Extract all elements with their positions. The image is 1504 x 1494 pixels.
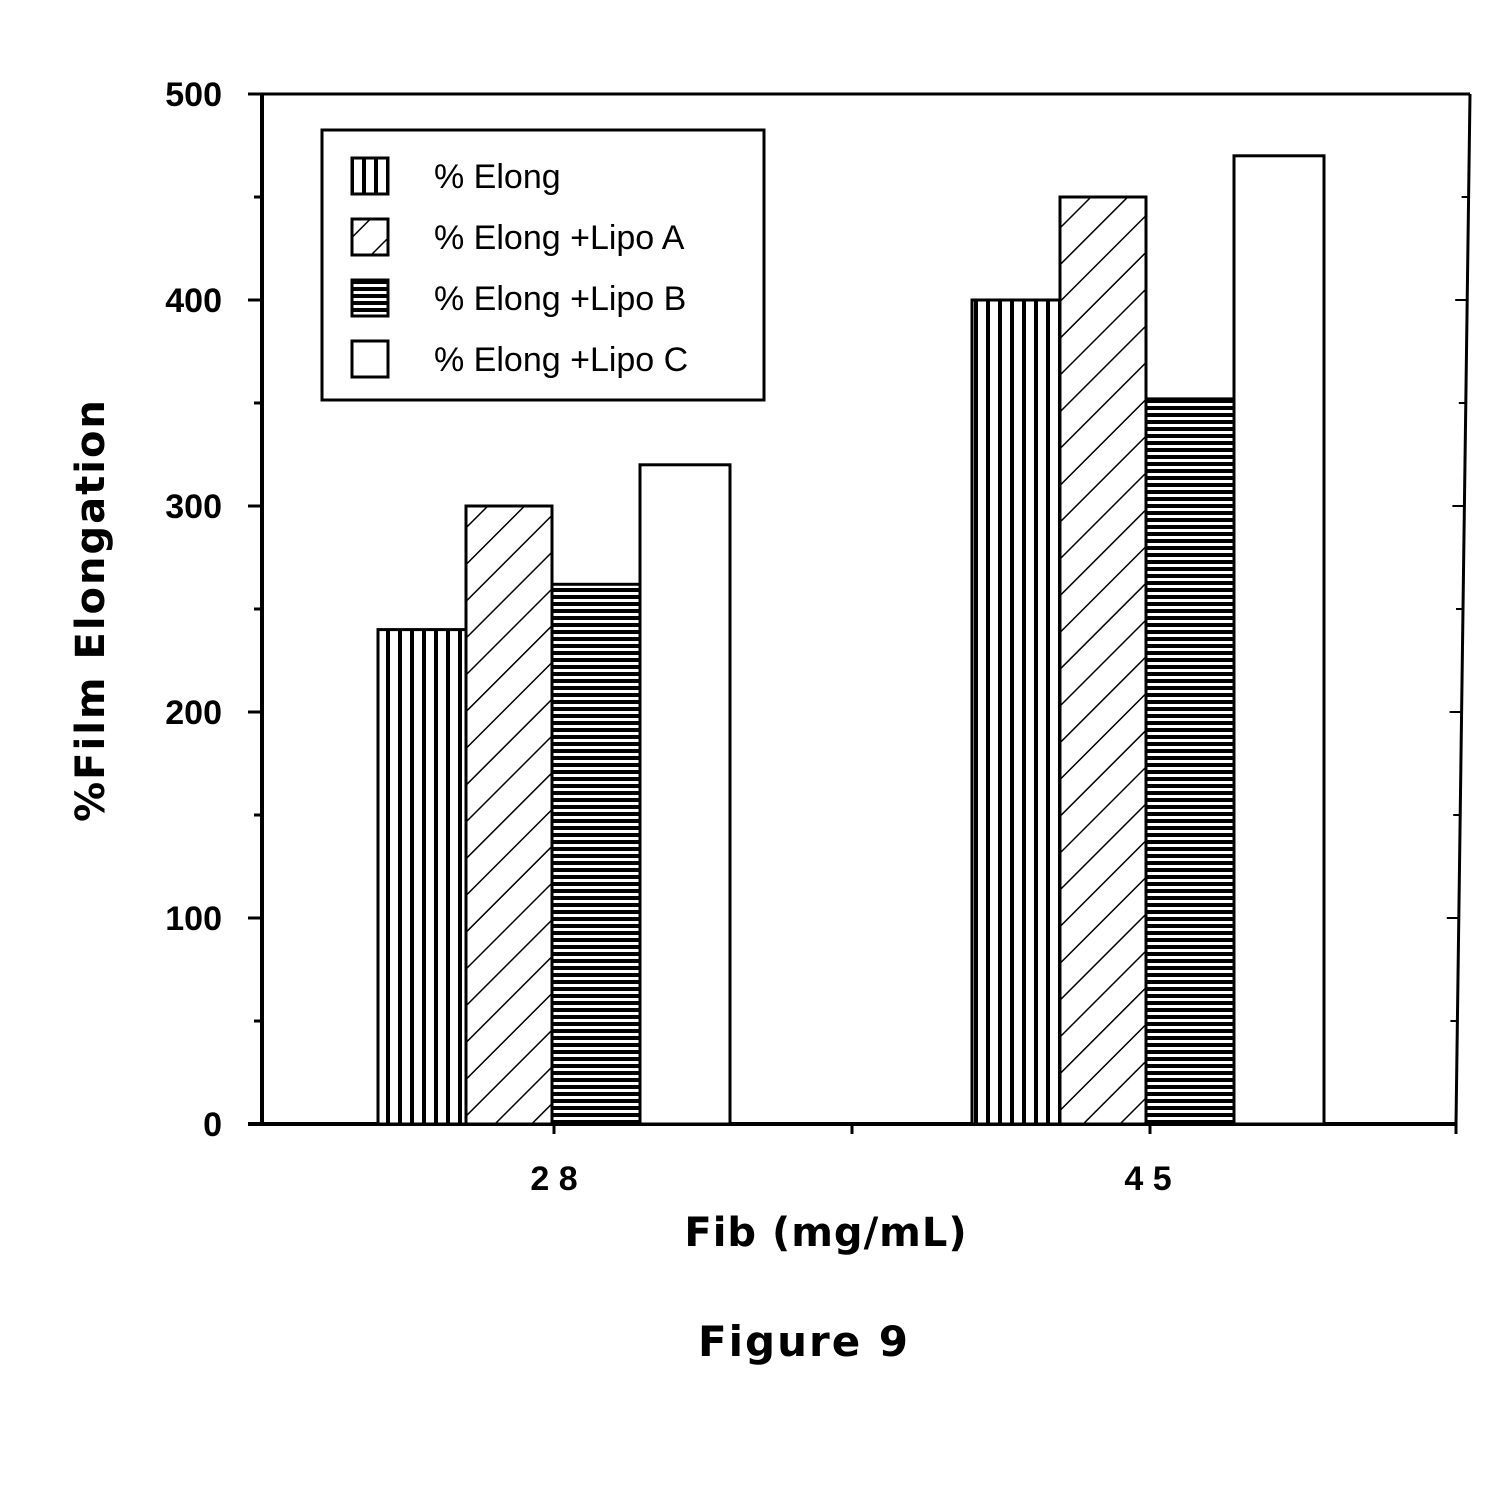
legend: % Elong % Elong +Lipo A % Elong +Lipo B % E… [322, 130, 764, 400]
bar-2-1 [466, 506, 552, 1124]
bar-4-1 [640, 465, 730, 1124]
legend-swatch-3 [352, 280, 388, 316]
legend-label-3: % Elong +Lipo B [434, 280, 686, 318]
bar-3-2 [1146, 399, 1234, 1124]
y-tick-label: 500 [165, 76, 222, 114]
x-tick-label: 4 5 [1124, 1160, 1171, 1198]
legend-label-4: % Elong +Lipo C [434, 341, 688, 379]
bar-1-1 [378, 630, 466, 1124]
y-tick-label: 400 [165, 282, 222, 320]
x-axis-title: Fib (mg/mL) [684, 1210, 967, 1256]
y-axis-title: %Film Elongation [68, 398, 114, 822]
legend-swatch-4 [352, 341, 388, 377]
bar-3-1 [552, 584, 640, 1124]
y-tick-label: 100 [165, 900, 222, 938]
legend-swatch-2 [352, 219, 388, 255]
bar-4-2 [1234, 156, 1324, 1124]
x-axis: 2 8 4 5 [530, 1124, 1456, 1198]
y-tick-label: 0 [203, 1106, 222, 1144]
figure-caption: Figure 9 [698, 1317, 910, 1366]
y-tick-label: 200 [165, 694, 222, 732]
bar-2-2 [1060, 197, 1146, 1124]
legend-label-2: % Elong +Lipo A [434, 219, 685, 257]
x-tick-label: 2 8 [530, 1160, 577, 1198]
y-tick-label: 300 [165, 488, 222, 526]
bar-1-2 [972, 300, 1060, 1124]
legend-label-1: % Elong [434, 158, 561, 196]
legend-swatch-1 [352, 158, 388, 194]
